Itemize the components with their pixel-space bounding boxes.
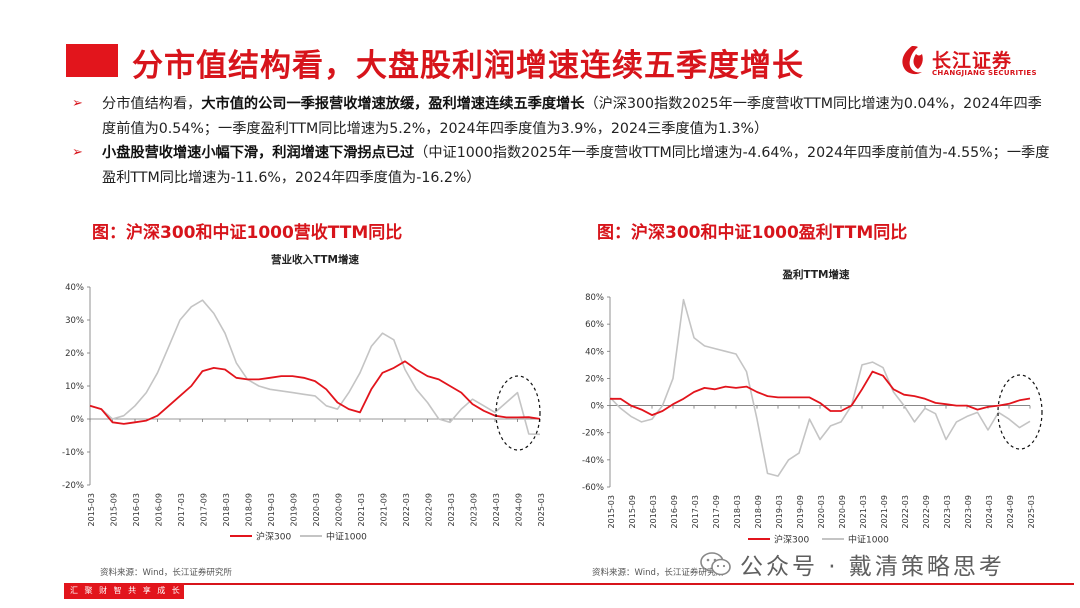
x-tick-label: 2015-09 — [628, 495, 637, 528]
logo-text-cn: 长江证券 — [932, 50, 1013, 72]
x-tick-label: 2022-03 — [402, 493, 411, 526]
logo-text-en: CHANGJIANG SECURITIES — [932, 69, 1037, 77]
highlight-ellipse — [997, 374, 1043, 450]
page-title: 分市值结构看，大盘股利润增速连续五季度增长 — [132, 48, 804, 84]
x-tick-label: 2024-09 — [515, 493, 524, 526]
x-tick-label: 2023-09 — [470, 493, 479, 526]
summary-bullets: ➢ 分市值结构看，大市值的公司一季报营收增速放缓，盈利增速连续五季度增长（沪深3… — [72, 92, 1052, 190]
chart-title: 营业收入TTM增速 — [271, 253, 360, 266]
x-tick-label: 2022-09 — [922, 495, 931, 528]
x-tick-label: 2021-03 — [859, 495, 868, 528]
x-tick-label: 2015-03 — [87, 493, 96, 526]
x-tick-label: 2019-09 — [290, 493, 299, 526]
x-tick-label: 2017-03 — [177, 493, 186, 526]
footer-band — [64, 583, 184, 599]
x-tick-label: 2024-03 — [492, 493, 501, 526]
x-tick-label: 2021-09 — [380, 493, 389, 526]
source-note-left: 资料来源：Wind，长江证券研究所 — [100, 568, 232, 578]
bullet-detail: （中证1000指数2025年一季度营收TTM同比增速为-4.64%，2024年四… — [102, 145, 1050, 186]
x-tick-label: 2025-03 — [1027, 495, 1036, 528]
y-tick-label: -10% — [62, 448, 84, 458]
x-tick-label: 2018-03 — [222, 493, 231, 526]
figure-title-profit: 图：沪深300和中证1000盈利TTM同比 — [597, 223, 908, 243]
x-tick-label: 2022-03 — [901, 495, 910, 528]
bullet-arrow-icon: ➢ — [72, 145, 83, 160]
legend-label: 中证1000 — [326, 531, 367, 543]
y-tick-label: -20% — [582, 429, 604, 439]
y-tick-label: 80% — [585, 293, 604, 303]
x-tick-label: 2015-03 — [607, 495, 616, 528]
x-tick-label: 2017-03 — [691, 495, 700, 528]
x-tick-label: 2018-03 — [733, 495, 742, 528]
source-note-right: 资料来源：Wind，长江证券研究所 — [592, 568, 724, 578]
x-tick-label: 2020-03 — [817, 495, 826, 528]
x-tick-label: 2016-09 — [670, 495, 679, 528]
x-tick-label: 2022-09 — [425, 493, 434, 526]
figure-title-revenue: 图：沪深300和中证1000营收TTM同比 — [92, 223, 403, 243]
x-tick-label: 2016-03 — [132, 493, 141, 526]
bullet-lead: 分市值结构看， — [102, 96, 202, 112]
legend-label: 中证1000 — [848, 534, 889, 546]
series-line-hs300 — [89, 360, 541, 425]
bullet-bold: 大市值的公司一季报营收增速放缓，盈利增速连续五季度增长 — [201, 96, 585, 112]
y-tick-label: 10% — [65, 382, 84, 392]
y-tick-label: 20% — [65, 349, 84, 359]
x-tick-label: 2019-03 — [267, 493, 276, 526]
x-tick-label: 2019-09 — [796, 495, 805, 528]
footer-line — [64, 583, 1074, 585]
x-tick-label: 2017-09 — [200, 493, 209, 526]
title-accent-bar — [66, 44, 118, 77]
series-line-hs300 — [610, 370, 1031, 417]
y-tick-label: -60% — [582, 483, 604, 493]
x-tick-label: 2016-03 — [649, 495, 658, 528]
brand-logo: 长江证券 CHANGJIANG SECURITIES — [896, 44, 1037, 80]
x-tick-label: 2019-03 — [775, 495, 784, 528]
bullet-item: ➢ 分市值结构看，大市值的公司一季报营收增速放缓，盈利增速连续五季度增长（沪深3… — [72, 92, 1052, 141]
legend-label: 沪深300 — [774, 534, 809, 546]
highlight-ellipse — [495, 375, 541, 451]
x-tick-label: 2018-09 — [754, 495, 763, 528]
y-tick-label: -40% — [582, 456, 604, 466]
footer-slogan: 汇 聚 财 智 共 享 成 长 — [70, 586, 182, 595]
bullet-detail: （沪深300指数2025年一季度营收TTM同比增速为0.04%，2024年四季度… — [102, 96, 1042, 137]
series-line-zz1000 — [609, 298, 1031, 477]
y-tick-label: 40% — [585, 347, 604, 357]
x-tick-label: 2024-09 — [1006, 495, 1015, 528]
x-tick-label: 2021-03 — [357, 493, 366, 526]
y-tick-label: 60% — [585, 320, 604, 330]
x-tick-label: 2020-09 — [335, 493, 344, 526]
bullet-bold: 小盘股营收增速小幅下滑，利润增速下滑拐点已过 — [102, 145, 415, 161]
logo-mark-icon — [902, 46, 923, 75]
x-tick-label: 2020-03 — [312, 493, 321, 526]
y-tick-label: 40% — [65, 283, 84, 293]
x-tick-label: 2016-09 — [155, 493, 164, 526]
wechat-icon — [700, 552, 731, 576]
x-tick-label: 2023-09 — [964, 495, 973, 528]
x-tick-label: 2023-03 — [447, 493, 456, 526]
chart-title: 盈利TTM增速 — [781, 268, 850, 281]
x-tick-label: 2018-09 — [245, 493, 254, 526]
x-tick-label: 2024-03 — [985, 495, 994, 528]
bullet-arrow-icon: ➢ — [72, 96, 83, 111]
x-tick-label: 2023-03 — [943, 495, 952, 528]
y-tick-label: -20% — [62, 481, 84, 491]
series-line-zz1000 — [89, 299, 541, 436]
x-tick-label: 2021-09 — [880, 495, 889, 528]
legend-label: 沪深300 — [256, 531, 291, 543]
x-tick-label: 2020-09 — [838, 495, 847, 528]
x-tick-label: 2025-03 — [537, 493, 546, 526]
x-tick-label: 2017-09 — [712, 495, 721, 528]
watermark-text: 公众号 · 戴清策略思考 — [740, 554, 1005, 580]
x-tick-label: 2015-09 — [110, 493, 119, 526]
y-tick-label: 0% — [71, 415, 85, 425]
y-tick-label: 30% — [65, 316, 84, 326]
y-tick-label: 0% — [591, 402, 605, 412]
bullet-item: ➢ 小盘股营收增速小幅下滑，利润增速下滑拐点已过（中证1000指数2025年一季… — [72, 141, 1052, 190]
y-tick-label: 20% — [585, 374, 604, 384]
